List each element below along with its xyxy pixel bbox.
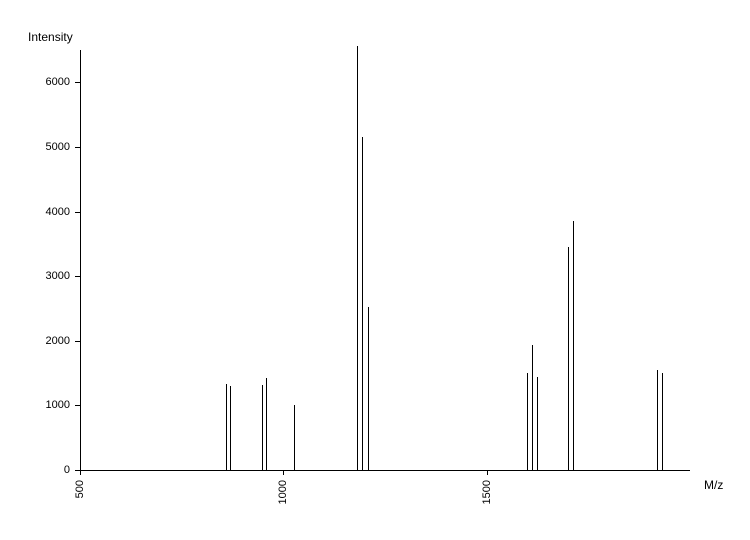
spectrum-peak [226,384,227,470]
spectrum-peak [532,345,533,470]
y-tick [75,82,80,83]
y-tick-label: 1000 [0,399,70,411]
mass-spectrum-chart: Intensity M/z 0 1000 2000 3000 4000 5000 6000 5… [0,0,750,540]
x-axis-line [80,470,690,471]
y-axis-line [80,50,81,470]
y-tick [75,147,80,148]
x-tick [80,470,81,475]
x-tick-label: 1000 [277,480,289,504]
y-tick-label: 6000 [0,76,70,88]
spectrum-peak [527,373,528,470]
spectrum-peak [266,378,267,470]
x-axis-title: M/z [704,478,723,492]
x-tick-label: 1500 [481,480,493,504]
spectrum-peak [657,370,658,470]
spectrum-peak [662,373,663,470]
spectrum-peak [362,137,363,470]
y-tick [75,341,80,342]
spectrum-peak [294,405,295,470]
spectrum-peak [357,46,358,470]
y-tick-label: 0 [0,464,70,476]
y-axis-title: Intensity [28,30,73,44]
x-tick [283,470,284,475]
y-tick-label: 3000 [0,270,70,282]
spectrum-peak [537,377,538,470]
y-tick-label: 2000 [0,335,70,347]
y-tick [75,212,80,213]
spectrum-peak [573,221,574,470]
spectrum-peak [262,385,263,470]
y-tick [75,405,80,406]
spectrum-peak [230,386,231,470]
x-tick-label: 500 [74,480,86,498]
spectrum-peak [368,307,369,470]
x-tick [487,470,488,475]
y-tick-label: 4000 [0,206,70,218]
y-tick [75,276,80,277]
y-tick-label: 5000 [0,141,70,153]
spectrum-peak [568,247,569,470]
